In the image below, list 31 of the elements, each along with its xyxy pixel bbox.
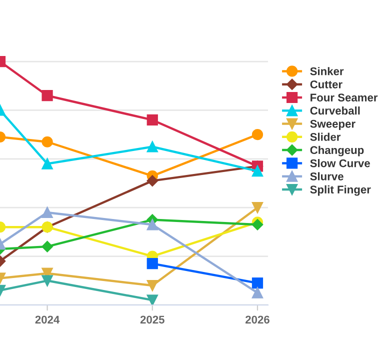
legend-label: Changeup xyxy=(310,146,364,156)
point xyxy=(146,258,158,270)
point xyxy=(252,219,264,230)
point xyxy=(42,275,53,286)
legend-label: Cutter xyxy=(310,80,342,88)
point xyxy=(252,202,264,214)
legend-label: Curveball xyxy=(310,106,360,115)
point xyxy=(252,166,264,177)
point xyxy=(146,219,158,230)
legend-label: Sweeper xyxy=(310,120,356,130)
x-tick-label: 2024 xyxy=(35,316,60,324)
legend-label: Four Seamer xyxy=(310,94,378,102)
point xyxy=(252,278,264,289)
point xyxy=(146,114,158,126)
point xyxy=(146,294,158,305)
point xyxy=(42,90,53,102)
point xyxy=(146,280,158,292)
point xyxy=(42,158,53,170)
point xyxy=(252,287,264,298)
legend-label: Slow Curve xyxy=(310,159,370,168)
point xyxy=(42,136,53,148)
point xyxy=(42,240,53,252)
point xyxy=(252,129,264,140)
legend-label: Split Finger xyxy=(310,185,371,196)
legend-label: Sinker xyxy=(310,67,344,76)
x-tick-label: 2026 xyxy=(246,316,270,324)
legend-label: Slider xyxy=(310,132,341,141)
point xyxy=(42,206,53,218)
legend-label: Slurve xyxy=(310,172,344,180)
x-tick-label: 2025 xyxy=(140,316,164,324)
point xyxy=(146,141,158,152)
